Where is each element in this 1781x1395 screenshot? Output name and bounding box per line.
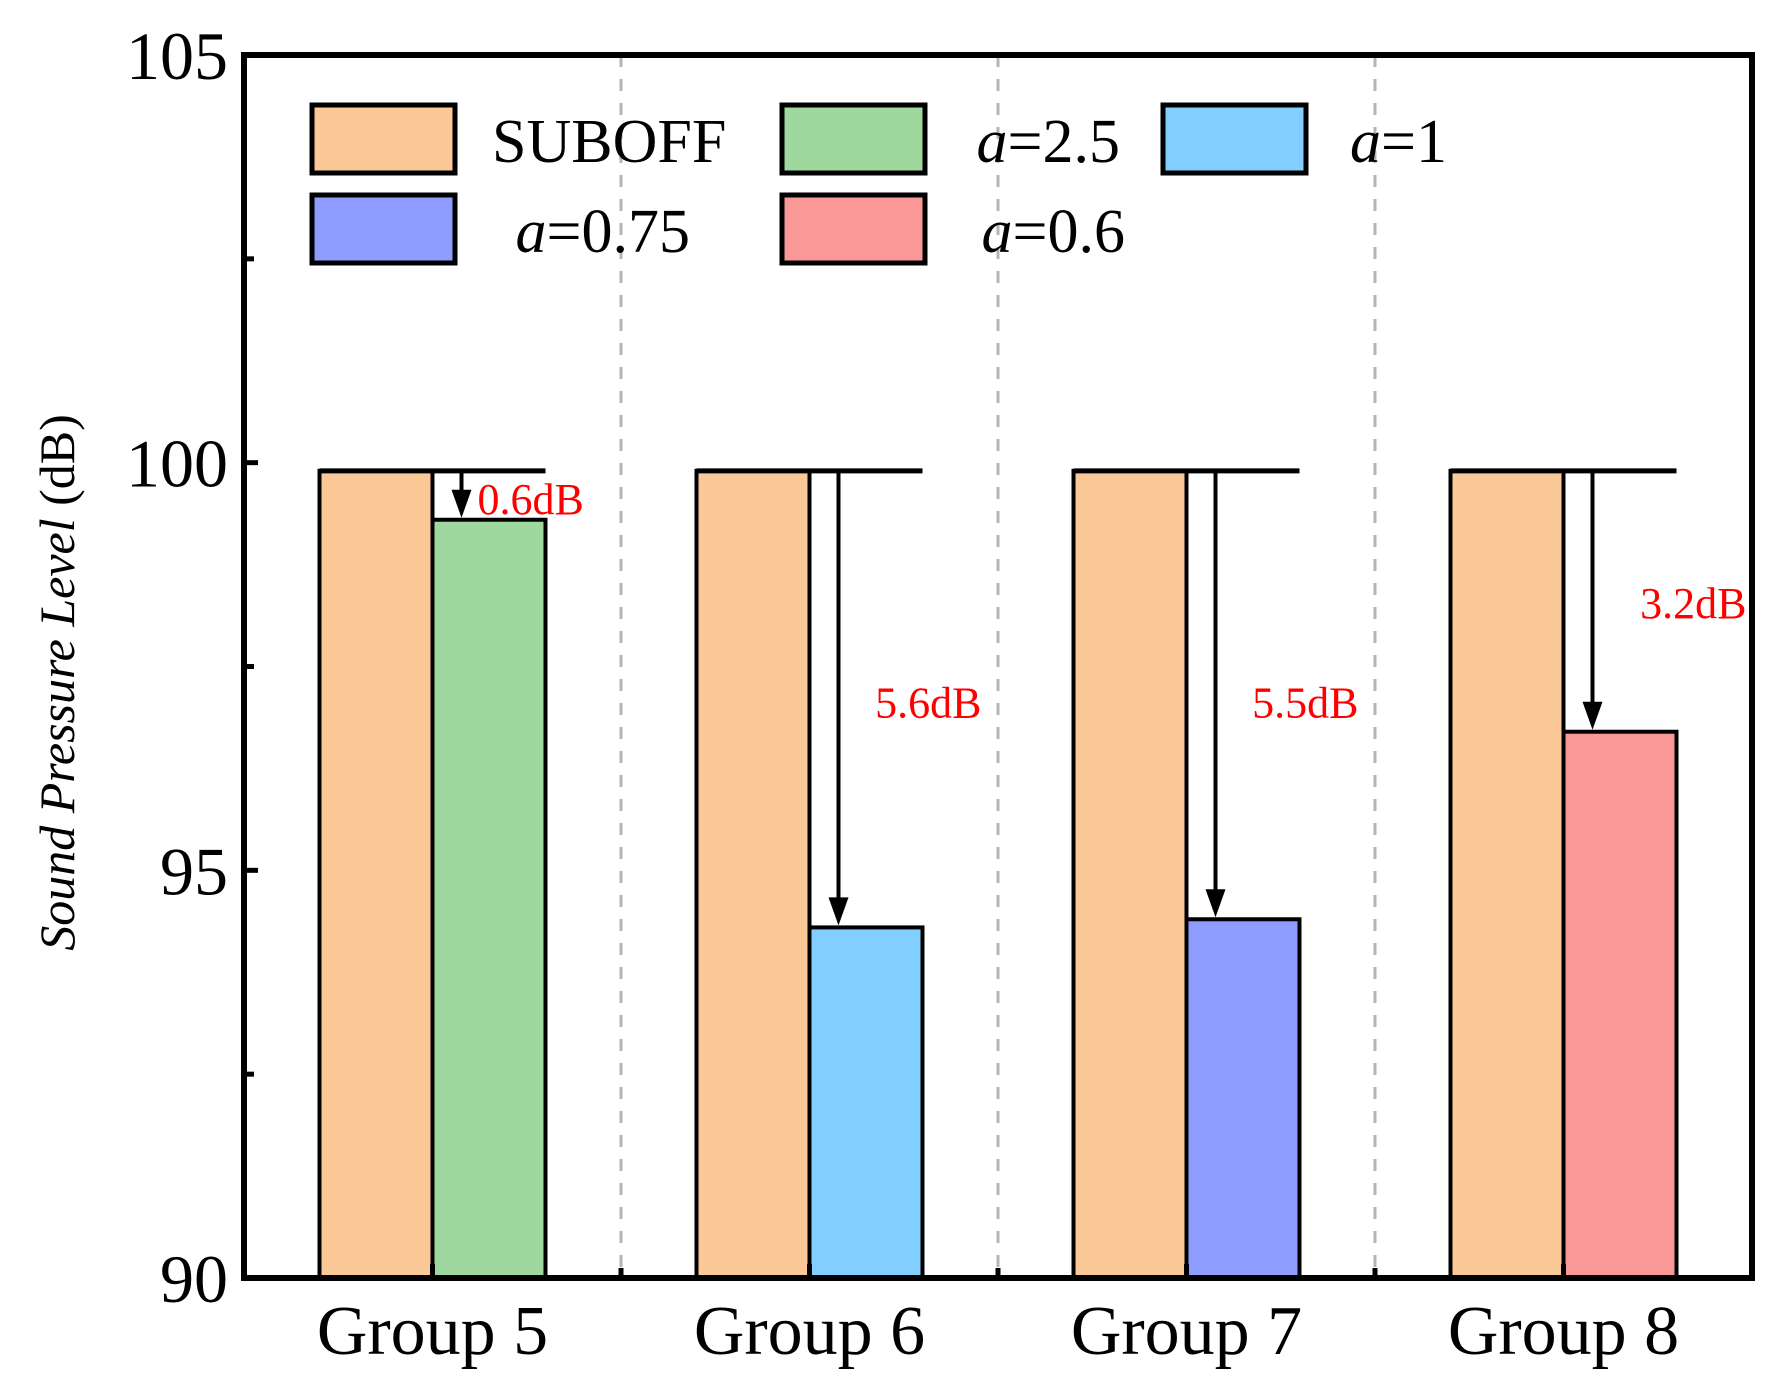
legend-label-variable: a [982,198,1013,266]
y-tick-label: 90 [160,1241,228,1317]
x-tick-label: Group 7 [1071,1293,1302,1370]
reduction-arrow-head [451,489,472,518]
legend-swatch-a06 [779,192,928,266]
reduction-label: 5.6dB [875,678,981,727]
y-tick-label: 100 [126,426,228,502]
legend-label-value: =0.75 [547,198,690,266]
legend-label-a06: a=0.6 [982,198,1125,266]
bar-suboff [317,468,435,1280]
reduction-arrow-head [1582,701,1603,730]
legend-label-variable: a [1350,108,1381,176]
legend-label-value: =2.5 [1008,108,1120,176]
reduction-label: 3.2dB [1640,579,1746,628]
legend-label-a1: a=1 [1350,108,1447,176]
bar-suboff [694,468,812,1280]
bar-a06 [1561,729,1679,1280]
legend-label-a075: a=0.75 [516,198,690,266]
x-tick-label: Group 6 [694,1293,925,1370]
legend-label-value: =1 [1381,108,1447,176]
x-tick-label: Group 8 [1448,1293,1679,1370]
bar-suboff [1071,468,1189,1280]
legend-label-variable: a [516,198,547,266]
bar-a1 [807,925,925,1280]
y-tick-label: 105 [126,18,228,94]
legend-label-suboff: SUBOFF [492,108,726,176]
legend-label-value: SUBOFF [492,108,726,176]
legend-swatch-a1 [1160,102,1309,176]
legend-swatch-a075 [309,192,458,266]
legend-swatch-a25 [779,102,928,176]
legend-label-value: =0.6 [1013,198,1125,266]
bar-a25 [430,517,548,1280]
reduction-arrow-head [828,897,849,926]
bar-a075 [1184,917,1302,1281]
y-axis-label-unit: (dB) [29,414,85,518]
reduction-arrow-head [1205,889,1226,918]
y-tick-label: 95 [160,833,228,909]
y-axis-label-name: Sound Pressure Level [29,518,85,950]
y-axis-label: Sound Pressure Level (dB) [29,414,85,950]
legend-swatch-suboff [309,102,458,176]
legend-label-a25: a=2.5 [977,108,1120,176]
legend-label-variable: a [977,108,1008,176]
x-tick-label: Group 5 [317,1293,548,1370]
bar-suboff [1448,468,1566,1280]
reduction-label: 5.5dB [1252,678,1358,727]
reduction-label: 0.6dB [478,475,584,524]
